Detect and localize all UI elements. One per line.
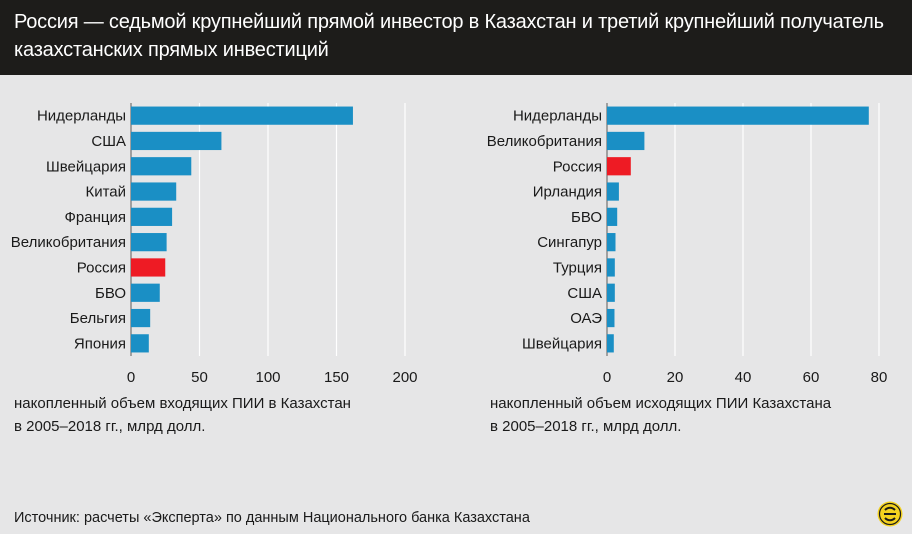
right-xlabel-line-2: в 2005–2018 гг., млрд долл. xyxy=(490,418,682,435)
left-category-label: Россия xyxy=(77,259,126,276)
right-category-label: Сингапур xyxy=(537,234,602,251)
left-category-label: Франция xyxy=(65,209,126,226)
left-x-tick-label: 150 xyxy=(324,369,349,386)
source-note: Источник: расчеты «Эксперта» по данным Н… xyxy=(14,510,530,526)
right-chart-xlabel: накопленный объем исходящих ПИИ Казахста… xyxy=(490,392,831,438)
left-xlabel-line-2: в 2005–2018 гг., млрд долл. xyxy=(14,418,206,435)
right-bar xyxy=(607,308,615,328)
left-x-tick-label: 0 xyxy=(127,369,135,386)
right-x-tick-label: 20 xyxy=(667,369,684,386)
right-category-label: Нидерланды xyxy=(513,108,602,125)
left-bar xyxy=(131,258,166,277)
left-category-label: БВО xyxy=(95,285,126,302)
right-bar xyxy=(607,131,645,151)
right-category-label: США xyxy=(567,285,602,302)
left-category-label: Швейцария xyxy=(46,158,126,175)
left-bar xyxy=(131,106,353,125)
right-category-label: Ирландия xyxy=(533,184,602,201)
right-bar xyxy=(607,334,614,353)
left-bar xyxy=(131,157,192,176)
left-bar xyxy=(131,283,160,302)
left-bar xyxy=(131,233,167,252)
left-x-tick-label: 100 xyxy=(255,369,280,386)
left-category-label: Япония xyxy=(74,335,126,352)
left-category-label: Нидерланды xyxy=(37,108,126,125)
right-bar xyxy=(607,233,616,252)
right-x-tick-label: 60 xyxy=(803,369,820,386)
right-bar xyxy=(607,157,631,176)
right-category-label: Великобритания xyxy=(487,133,602,150)
left-category-label: Китай xyxy=(85,184,126,201)
left-category-label: США xyxy=(91,133,126,150)
left-category-label: Бельгия xyxy=(70,310,126,327)
right-bar xyxy=(607,283,615,302)
left-x-tick-label: 50 xyxy=(191,369,208,386)
chart-title: Россия — седьмой крупнейший прямой инвес… xyxy=(14,11,884,61)
left-bar xyxy=(131,182,177,201)
left-xlabel-line-1: накопленный объем входящих ПИИ в Казахст… xyxy=(14,395,351,412)
left-chart-xlabel: накопленный объем входящих ПИИ в Казахст… xyxy=(14,392,351,438)
left-bar xyxy=(131,131,222,151)
right-x-tick-label: 0 xyxy=(603,369,611,386)
right-bar xyxy=(607,182,619,201)
right-x-tick-label: 40 xyxy=(735,369,752,386)
right-bar xyxy=(607,207,618,226)
expert-logo-icon xyxy=(877,501,903,527)
right-bar xyxy=(607,258,615,277)
right-category-label: Россия xyxy=(553,158,602,175)
left-bar xyxy=(131,308,151,328)
right-xlabel-line-1: накопленный объем исходящих ПИИ Казахста… xyxy=(490,395,832,412)
left-category-label: Великобритания xyxy=(11,234,126,251)
left-bar xyxy=(131,207,173,226)
chart-header: Россия — седьмой крупнейший прямой инвес… xyxy=(0,0,912,75)
right-category-label: Швейцария xyxy=(522,335,602,352)
right-category-label: БВО xyxy=(571,209,602,226)
right-x-tick-label: 80 xyxy=(871,369,888,386)
right-category-label: ОАЭ xyxy=(570,310,602,327)
left-x-tick-label: 200 xyxy=(392,369,417,386)
right-bar xyxy=(607,106,869,125)
right-category-label: Турция xyxy=(553,259,602,276)
left-bar xyxy=(131,334,149,353)
